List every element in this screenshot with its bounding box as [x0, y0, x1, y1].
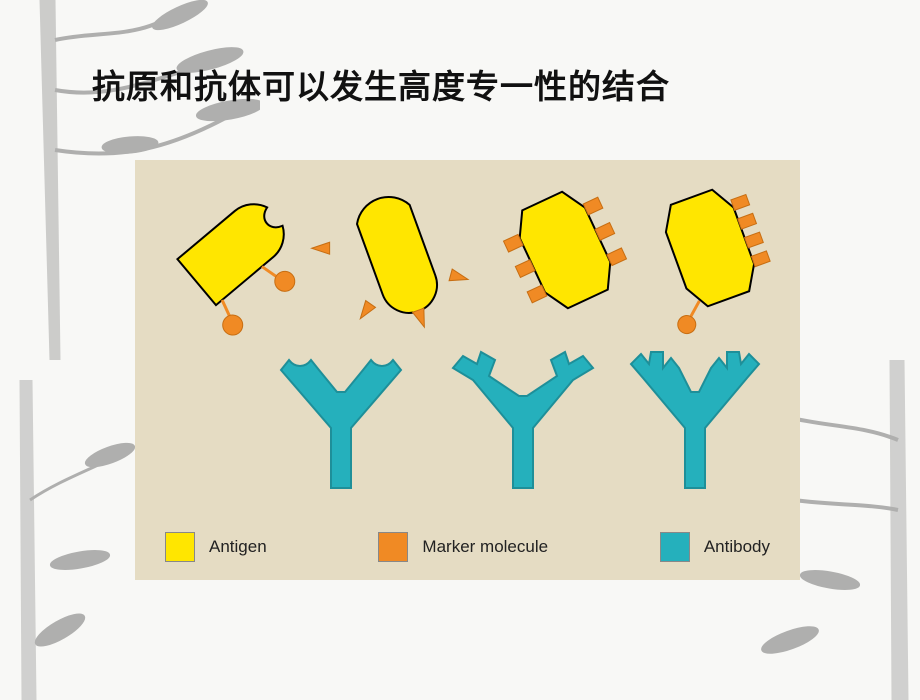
- antigen-antibody-diagram: [135, 160, 800, 580]
- antibody-notched-tips: [281, 360, 401, 488]
- antigen-antibody-figure-panel: Antigen Marker molecule Antibody: [135, 160, 800, 580]
- swatch-marker: [378, 532, 408, 562]
- antigen-faceted-hex-mixed: [638, 179, 784, 336]
- slide-heading: 抗原和抗体可以发生高度专一性的结合: [92, 60, 670, 108]
- legend-label-antibody: Antibody: [704, 537, 770, 557]
- antigen-capsule: [302, 178, 482, 355]
- antibody-flared-tips: [453, 352, 593, 488]
- legend-item-marker: Marker molecule: [378, 532, 548, 562]
- bamboo-decoration-bottom-left: [0, 380, 150, 700]
- swatch-antibody: [660, 532, 690, 562]
- antigen-notched-rounded: [170, 194, 318, 340]
- legend-item-antibody: Antibody: [660, 532, 770, 562]
- legend-item-antigen: Antigen: [165, 532, 267, 562]
- legend: Antigen Marker molecule Antibody: [165, 532, 770, 562]
- antibody-slotted-tips: [631, 352, 759, 488]
- antigen-faceted-hex: [495, 179, 635, 321]
- legend-label-marker: Marker molecule: [422, 537, 548, 557]
- legend-label-antigen: Antigen: [209, 537, 267, 557]
- swatch-antigen: [165, 532, 195, 562]
